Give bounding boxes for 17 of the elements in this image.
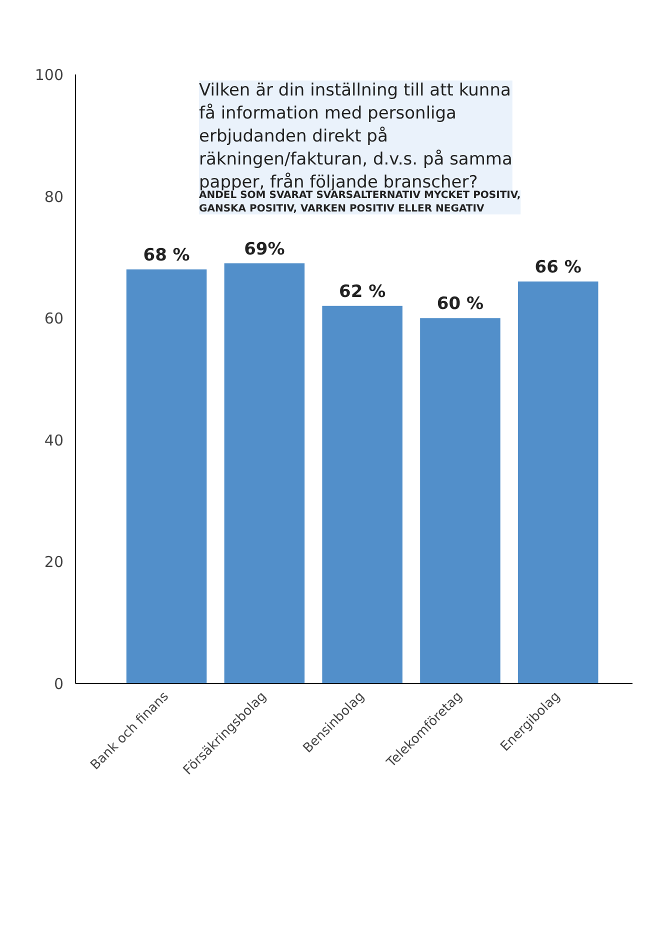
y-tick-label: 100 — [34, 66, 64, 84]
text: ANDEL SOM SVARAT SVARSALTERNATIV MYCKET POSITIV, GANSKA POSITIV, VARKEN POSITIV ELLER NEGATIV — [199, 190, 521, 214]
y-tick-label: 80 — [44, 188, 64, 206]
data-label: 68 % — [143, 245, 190, 266]
y-tick-label: 20 — [44, 553, 64, 572]
bar — [126, 269, 207, 684]
bar — [224, 263, 305, 684]
bar — [420, 318, 500, 684]
data-label: 66 % — [534, 258, 582, 278]
bar — [518, 282, 598, 684]
bar — [322, 306, 402, 684]
y-tick-label: 0 — [54, 675, 64, 693]
data-label: 60 % — [436, 294, 484, 314]
y-tick-label: 40 — [44, 431, 64, 450]
y-tick-label: 60 — [44, 310, 64, 328]
data-label: 62 % — [339, 282, 386, 302]
data-label: 69% — [244, 239, 285, 260]
